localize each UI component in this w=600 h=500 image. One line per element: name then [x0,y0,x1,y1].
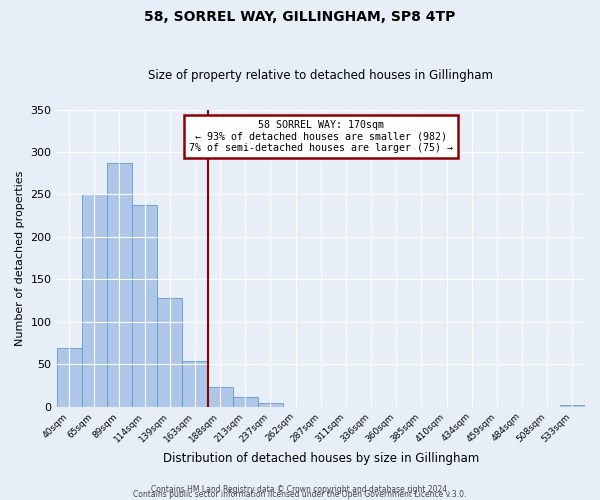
Text: Contains HM Land Registry data © Crown copyright and database right 2024.: Contains HM Land Registry data © Crown c… [151,484,449,494]
Bar [258,404,283,406]
Text: 58 SORREL WAY: 170sqm
← 93% of detached houses are smaller (982)
7% of semi-deta: 58 SORREL WAY: 170sqm ← 93% of detached … [189,120,453,153]
Text: 58, SORREL WAY, GILLINGHAM, SP8 4TP: 58, SORREL WAY, GILLINGHAM, SP8 4TP [145,10,455,24]
Text: Contains public sector information licensed under the Open Government Licence v.: Contains public sector information licen… [133,490,467,499]
Bar [56,348,82,406]
Bar [233,398,258,406]
Bar [107,163,132,406]
Bar [208,387,233,406]
Y-axis label: Number of detached properties: Number of detached properties [15,170,25,346]
Bar [82,194,107,406]
Bar [132,206,157,406]
Bar [182,361,208,406]
Title: Size of property relative to detached houses in Gillingham: Size of property relative to detached ho… [148,69,493,82]
X-axis label: Distribution of detached houses by size in Gillingham: Distribution of detached houses by size … [163,452,479,465]
Bar [157,298,182,406]
Bar [560,405,585,406]
